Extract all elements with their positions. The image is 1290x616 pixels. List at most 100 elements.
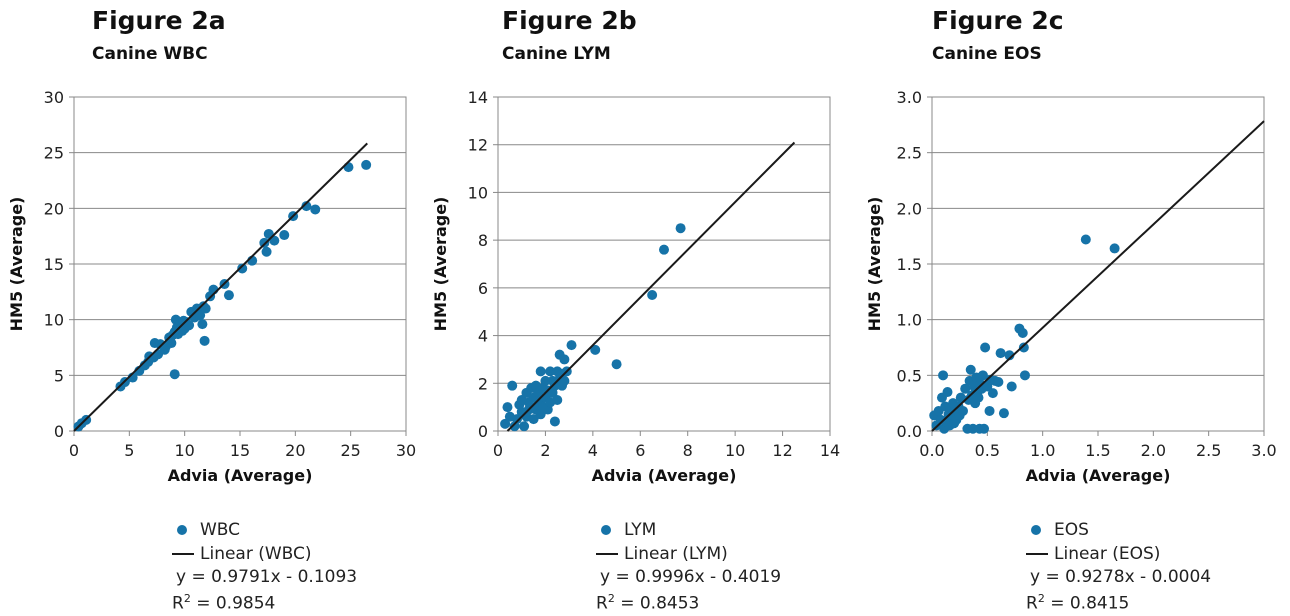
data-point <box>938 370 949 381</box>
y-tick-label: 2 <box>478 374 488 393</box>
data-point <box>590 344 601 355</box>
x-tick-label: 12 <box>772 441 792 460</box>
legend-fit-label: Linear (LYM) <box>624 544 728 564</box>
y-axis-title: HM5 (Average) <box>431 197 450 332</box>
y-tick-label: 2.5 <box>897 144 922 163</box>
data-point <box>259 237 270 248</box>
x-tick-label: 0 <box>493 441 503 460</box>
x-axis-title: Advia (Average) <box>168 466 313 485</box>
legend-fit-line <box>1026 553 1048 555</box>
data-point <box>261 246 272 257</box>
data-point <box>195 310 206 321</box>
r2-value: = 0.9854 <box>190 593 276 614</box>
y-tick-label: 8 <box>478 231 488 250</box>
chart-panel-eos: Figure 2c Canine EOS 0.0 0.5 1.0 1.5 2.0 2.5 3… <box>840 0 1277 616</box>
data-point <box>611 359 622 370</box>
data-point <box>549 416 560 427</box>
data-point <box>502 402 513 413</box>
x-axis-title: Advia (Average) <box>592 466 737 485</box>
fit-equation: y = 0.9791x - 0.1093 <box>176 567 358 587</box>
legend-series-label: EOS <box>1054 520 1089 540</box>
y-tick-label: 0.5 <box>897 366 922 385</box>
x-tick-label: 10 <box>174 441 194 460</box>
legend-fit-line <box>172 553 194 555</box>
fit-equation: y = 0.9996x - 0.4019 <box>600 567 782 587</box>
data-point <box>942 387 953 398</box>
data-point <box>545 366 556 377</box>
y-tick-label: 1.5 <box>897 255 922 274</box>
y-tick-label: 12 <box>468 136 488 155</box>
y-axis-title: HM5 (Average) <box>7 197 26 332</box>
data-point <box>200 303 211 314</box>
data-point <box>979 423 990 434</box>
y-tick-label: 2.0 <box>897 199 922 218</box>
data-point <box>223 290 234 301</box>
x-tick-label: 6 <box>635 441 645 460</box>
y-tick-label: 6 <box>478 279 488 298</box>
scatter-plot: 0.0 0.5 1.0 1.5 2.0 2.5 3.0 0.0 0.5 1.0 1.5 2.0 2.5 3… <box>865 88 1277 485</box>
data-point <box>957 405 968 416</box>
y-axis-title: HM5 (Average) <box>865 197 884 332</box>
data-point <box>993 377 1004 388</box>
x-tick-label: 10 <box>725 441 745 460</box>
fit-equation: y = 0.9278x - 0.0004 <box>1030 567 1212 587</box>
y-tick-label: 0.0 <box>897 422 922 441</box>
data-point <box>500 418 511 429</box>
data-point <box>535 366 546 377</box>
data-point <box>184 320 195 331</box>
data-point <box>279 230 290 241</box>
data-point <box>199 335 210 346</box>
scatter-plot: 0 5 10 15 20 25 30 0 5 10 15 20 25 30 Advia (Average) H… <box>7 88 416 485</box>
legend-series-label: LYM <box>624 520 657 540</box>
x-tick-label: 25 <box>340 441 360 460</box>
data-point <box>980 342 991 353</box>
r-squared: R2 = 0.8415 <box>1026 592 1129 614</box>
data-point <box>995 348 1006 359</box>
r2-value: = 0.8415 <box>1044 593 1130 614</box>
data-point <box>197 319 208 330</box>
figure-title: Figure 2a <box>92 6 226 35</box>
data-point <box>1017 328 1028 339</box>
y-tick-label: 15 <box>44 255 64 274</box>
legend-marker <box>1031 525 1041 535</box>
x-tick-label: 3.0 <box>1251 441 1276 460</box>
x-tick-label: 20 <box>285 441 305 460</box>
data-point <box>343 162 354 173</box>
data-point <box>1109 243 1120 254</box>
chart-panel-wbc: Figure 2a Canine WBC 0 5 10 15 20 25 30 0 5 10 15 2… <box>0 0 420 616</box>
data-point <box>659 244 669 255</box>
figure-title: Figure 2c <box>932 6 1064 35</box>
y-tick-label: 30 <box>44 88 64 107</box>
x-axis-title: Advia (Average) <box>1026 466 1171 485</box>
legend-fit-label: Linear (WBC) <box>200 544 312 564</box>
y-tick-label: 5 <box>54 366 64 385</box>
y-tick-label: 3.0 <box>897 88 922 107</box>
legend-marker <box>177 525 187 535</box>
figure-subtitle: Canine EOS <box>932 44 1042 64</box>
r2-label: R <box>1026 593 1038 614</box>
data-point <box>955 392 966 403</box>
y-tick-label: 4 <box>478 327 488 346</box>
y-tick-label: 0 <box>54 422 64 441</box>
trendline <box>931 120 1265 432</box>
x-tick-label: 1.0 <box>1030 441 1055 460</box>
data-point <box>647 290 658 301</box>
figure-subtitle: Canine WBC <box>92 44 208 64</box>
data-point <box>973 392 984 403</box>
x-tick-label: 0.0 <box>919 441 944 460</box>
legend-marker <box>601 525 611 535</box>
plot-area-frame <box>497 96 831 432</box>
r2-value: = 0.8453 <box>614 593 700 614</box>
scatter-plot: 0 2 4 6 8 10 12 14 0 2 4 6 8 10 12 14 Advia (Average) HM5… <box>431 88 840 485</box>
data-point <box>166 338 177 349</box>
r-squared: R2 = 0.8453 <box>596 592 699 614</box>
data-point <box>960 383 971 394</box>
data-point <box>965 364 976 375</box>
data-point <box>1004 350 1015 361</box>
data-point <box>984 405 995 416</box>
data-point <box>237 263 248 274</box>
data-point <box>549 380 560 391</box>
x-tick-label: 15 <box>230 441 250 460</box>
data-point <box>528 414 539 425</box>
y-tick-label: 1.0 <box>897 311 922 330</box>
